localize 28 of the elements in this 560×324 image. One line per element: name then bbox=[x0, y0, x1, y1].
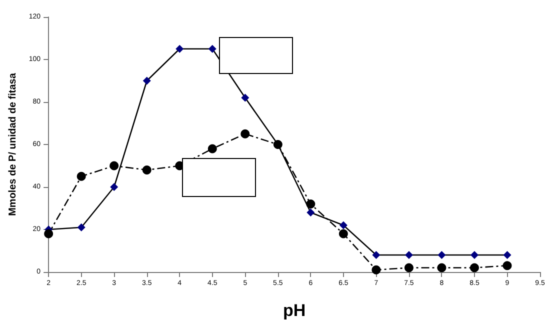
x-axis-title: pH bbox=[282, 301, 306, 320]
point bbox=[372, 265, 381, 274]
point bbox=[110, 183, 118, 191]
point bbox=[77, 223, 86, 232]
point bbox=[339, 221, 348, 230]
point bbox=[240, 129, 250, 138]
point bbox=[142, 76, 151, 85]
point bbox=[503, 251, 512, 259]
point bbox=[372, 251, 380, 259]
point bbox=[208, 44, 216, 53]
point bbox=[208, 144, 217, 154]
point bbox=[470, 251, 478, 259]
point bbox=[404, 251, 413, 259]
point bbox=[76, 172, 86, 181]
point bbox=[437, 263, 446, 272]
point bbox=[142, 166, 152, 174]
point bbox=[44, 229, 54, 238]
point bbox=[338, 229, 348, 238]
point bbox=[502, 261, 512, 270]
point bbox=[470, 263, 479, 272]
y-axis-title: Mmoles de P/ unidad de fitasa bbox=[8, 72, 18, 216]
point bbox=[176, 44, 184, 53]
point bbox=[241, 94, 250, 102]
point bbox=[306, 200, 316, 208]
point bbox=[438, 251, 446, 259]
point bbox=[110, 161, 119, 170]
point bbox=[404, 263, 414, 272]
point bbox=[306, 208, 315, 216]
